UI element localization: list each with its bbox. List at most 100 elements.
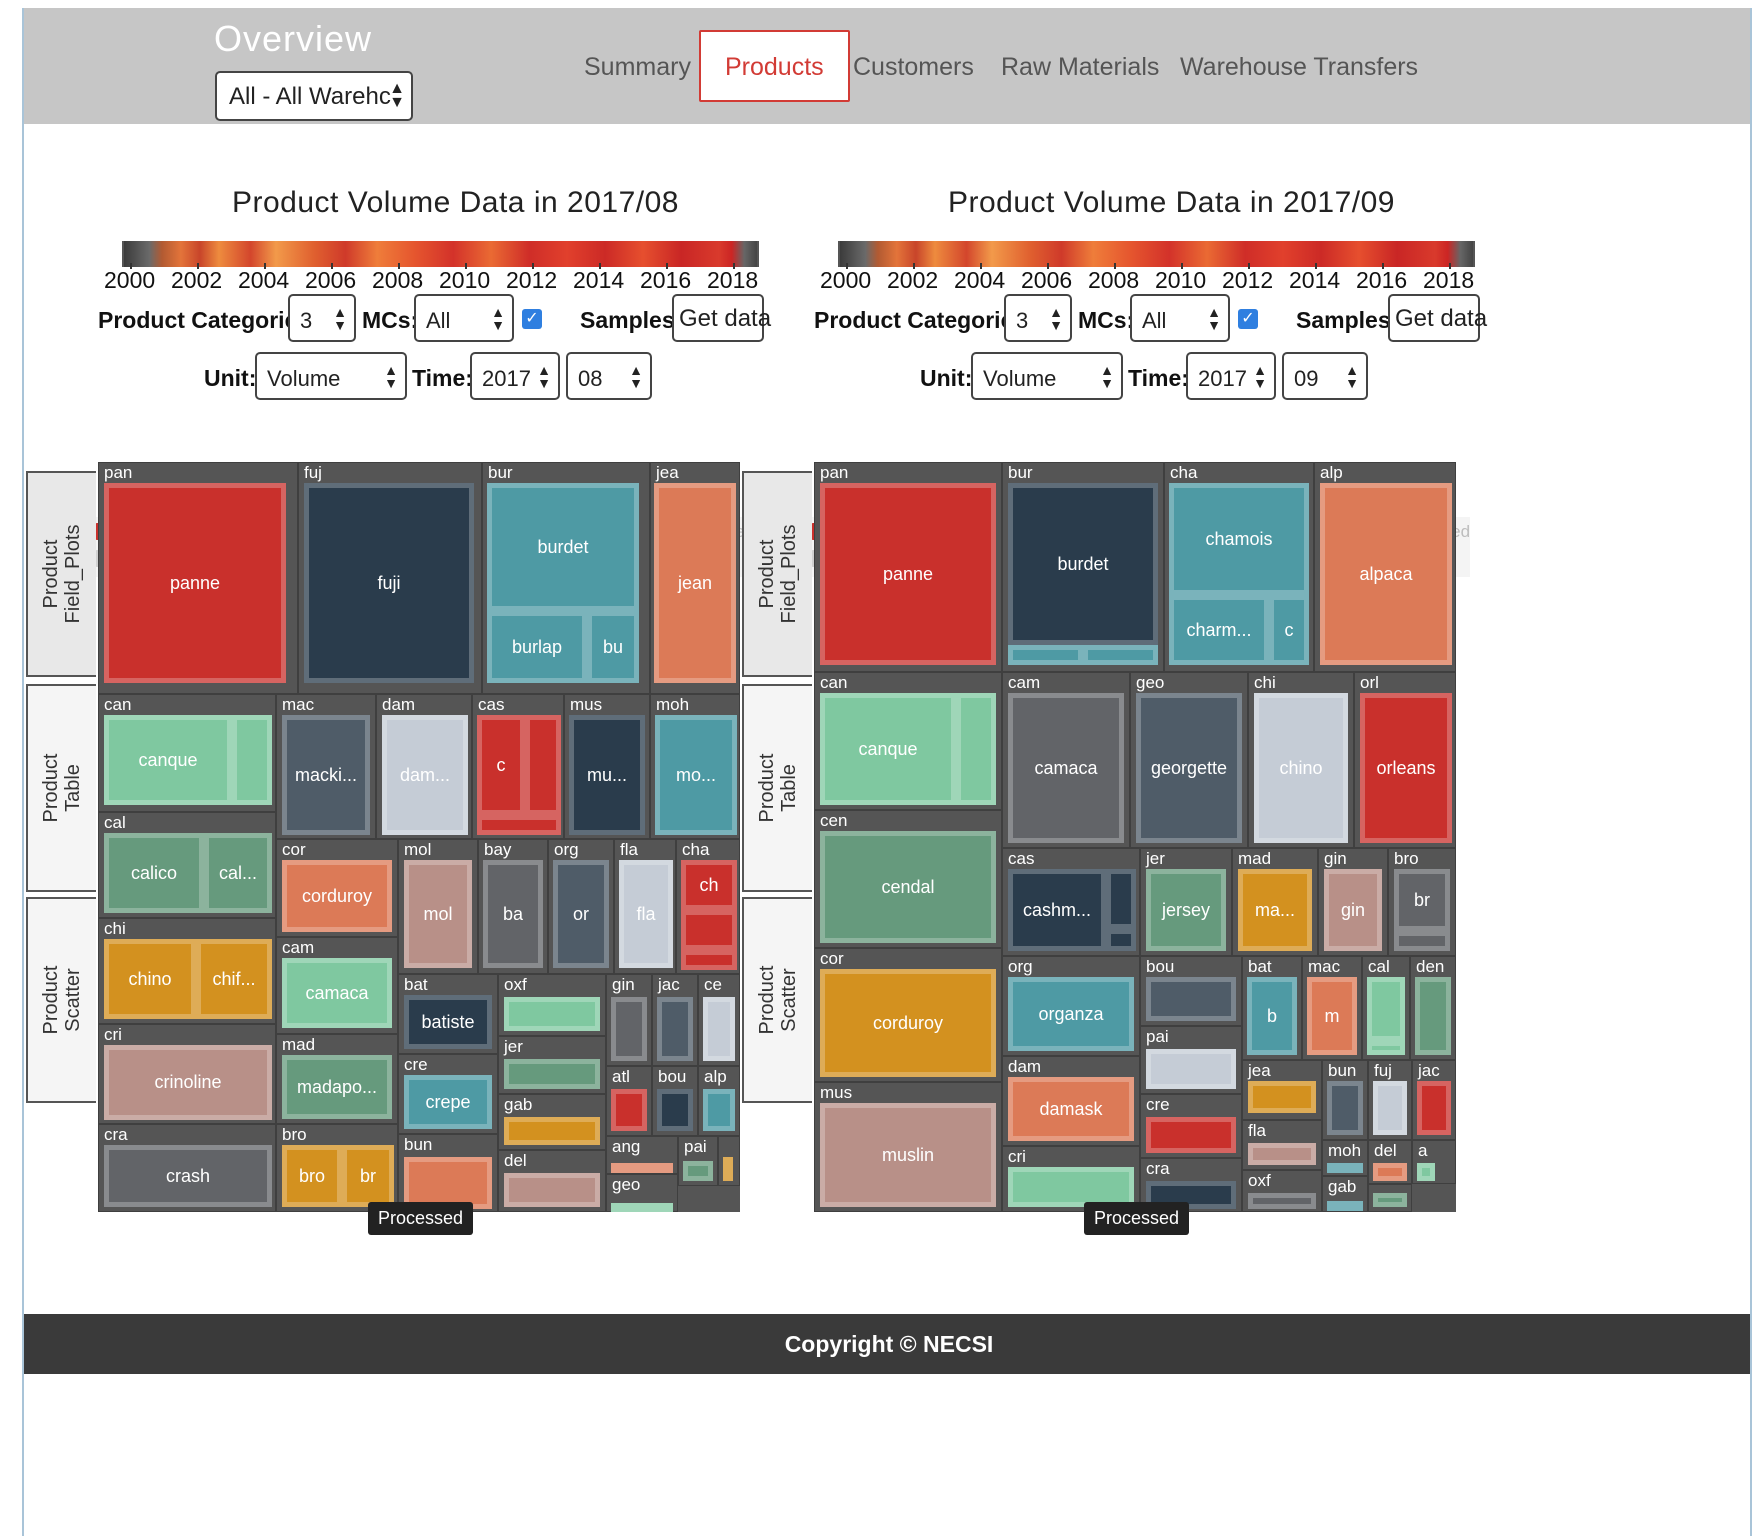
- treemap-group[interactable]: [1368, 1184, 1412, 1212]
- treemap-group[interactable]: pan panne: [98, 462, 298, 694]
- treemap-cell[interactable]: georgette: [1136, 693, 1242, 843]
- treemap-group[interactable]: alp alpaca: [1314, 462, 1456, 672]
- treemap-cell[interactable]: [1008, 645, 1083, 665]
- treemap-cell[interactable]: mol: [404, 860, 472, 968]
- treemap-group[interactable]: ce: [698, 974, 740, 1066]
- treemap-group[interactable]: cra: [1140, 1158, 1242, 1212]
- treemap-cell[interactable]: burdet: [1008, 483, 1158, 645]
- side-tab-2[interactable]: Product Scatter: [742, 897, 812, 1103]
- treemap-cell[interactable]: fla: [619, 860, 673, 968]
- treemap-cell[interactable]: corduroy: [820, 969, 996, 1077]
- treemap-group[interactable]: moh: [1322, 1140, 1368, 1176]
- treemap-cell[interactable]: [956, 693, 996, 805]
- treemap-cell[interactable]: [657, 997, 693, 1061]
- treemap-cell[interactable]: chif...: [196, 939, 272, 1019]
- treemap-group[interactable]: cam camaca: [1002, 672, 1130, 848]
- treemap-cell[interactable]: [504, 997, 600, 1031]
- treemap-cell[interactable]: [1146, 1049, 1236, 1089]
- treemap-group[interactable]: cha chamois charm... c: [1164, 462, 1314, 672]
- treemap-group[interactable]: a: [1412, 1140, 1456, 1184]
- treemap-group[interactable]: pai: [1140, 1026, 1242, 1094]
- treemap-group[interactable]: chi chino: [1248, 672, 1354, 848]
- treemap-cell[interactable]: [611, 997, 647, 1061]
- treemap-group[interactable]: jac: [652, 974, 698, 1066]
- side-tab-2[interactable]: Product Scatter: [26, 897, 96, 1103]
- tab-products[interactable]: Products: [699, 30, 850, 102]
- treemap-group[interactable]: bun: [1322, 1060, 1368, 1140]
- treemap-group[interactable]: atl: [606, 1066, 652, 1136]
- treemap-group[interactable]: del: [498, 1150, 606, 1212]
- treemap-cell[interactable]: [504, 1173, 600, 1207]
- treemap-cell[interactable]: [723, 1157, 733, 1181]
- year-range-slider[interactable]: [838, 241, 1475, 267]
- tab-raw-materials[interactable]: Raw Materials: [1001, 53, 1160, 81]
- unit-select[interactable]: Volume ▲ ▼: [971, 352, 1123, 400]
- treemap-cell[interactable]: charm...: [1169, 595, 1269, 665]
- treemap-group[interactable]: mad madapo...: [276, 1034, 398, 1124]
- treemap-cell[interactable]: macki...: [282, 715, 370, 835]
- treemap-group[interactable]: alp: [698, 1066, 740, 1136]
- treemap-cell[interactable]: [683, 1161, 713, 1181]
- treemap-cell[interactable]: [504, 1117, 600, 1145]
- treemap-group[interactable]: moh mo...: [650, 694, 740, 839]
- treemap-cell[interactable]: crepe: [404, 1075, 492, 1129]
- treemap-cell[interactable]: [1248, 1143, 1316, 1165]
- treemap-cell[interactable]: [1248, 1081, 1316, 1113]
- treemap-cell[interactable]: [1327, 1163, 1363, 1173]
- treemap-group[interactable]: fuj: [1368, 1060, 1412, 1140]
- treemap-group[interactable]: oxf: [498, 974, 606, 1036]
- treemap-cell[interactable]: cal...: [204, 833, 272, 913]
- treemap-cell[interactable]: chamois: [1169, 483, 1309, 595]
- treemap-group[interactable]: bun: [398, 1134, 498, 1212]
- treemap-cell[interactable]: fuji: [304, 483, 474, 683]
- treemap-group[interactable]: cam camaca: [276, 937, 398, 1034]
- treemap-group[interactable]: bay ba: [478, 839, 548, 974]
- treemap-group[interactable]: fuj fuji: [298, 462, 482, 694]
- treemap-cell[interactable]: [1083, 645, 1158, 665]
- treemap-cell[interactable]: [477, 815, 561, 835]
- treemap-cell[interactable]: [703, 997, 735, 1061]
- year-select[interactable]: 2017 ▲ ▼: [470, 352, 560, 400]
- treemap-cell[interactable]: bro: [282, 1145, 342, 1207]
- treemap-cell[interactable]: [611, 1203, 673, 1212]
- treemap-group[interactable]: gin gin: [1318, 848, 1388, 956]
- mcs-select[interactable]: All ▲ ▼: [414, 294, 514, 342]
- mcs-checkbox[interactable]: ✓: [1238, 309, 1258, 329]
- treemap-group[interactable]: jea: [1242, 1060, 1322, 1120]
- treemap-cell[interactable]: [703, 1089, 735, 1131]
- treemap-group[interactable]: fla fla: [614, 839, 676, 974]
- treemap-cell[interactable]: bu: [587, 611, 639, 683]
- treemap-cell[interactable]: ch: [681, 860, 737, 910]
- side-tab-0[interactable]: Product Field_Plots: [26, 471, 96, 677]
- treemap-group[interactable]: bur burdet burlap bu: [482, 462, 650, 694]
- treemap-cell[interactable]: ba: [483, 860, 543, 968]
- treemap-group[interactable]: chi chino chif...: [98, 918, 276, 1024]
- treemap-group[interactable]: jer jersey: [1140, 848, 1232, 956]
- treemap-group[interactable]: org or: [548, 839, 614, 974]
- treemap-cell[interactable]: [1327, 1201, 1363, 1211]
- treemap-group[interactable]: jac: [1412, 1060, 1456, 1140]
- treemap-cell[interactable]: [1146, 977, 1236, 1021]
- treemap-group[interactable]: cal calico cal...: [98, 812, 276, 918]
- treemap-group[interactable]: cen cendal: [814, 810, 1002, 948]
- treemap-cell[interactable]: muslin: [820, 1103, 996, 1207]
- treemap-cell[interactable]: mu...: [569, 715, 645, 835]
- treemap-cell[interactable]: chino: [1254, 693, 1348, 843]
- treemap-group[interactable]: mus mu...: [564, 694, 650, 839]
- treemap-cell[interactable]: orleans: [1360, 693, 1452, 843]
- get-data-button[interactable]: Get data: [1388, 294, 1487, 342]
- product-categories-select[interactable]: 3 ▲ ▼: [1004, 294, 1072, 342]
- treemap-cell[interactable]: [504, 1059, 600, 1089]
- treemap-cell[interactable]: calico: [104, 833, 204, 913]
- side-tab-1[interactable]: Product Table: [26, 684, 96, 892]
- treemap-cell[interactable]: burdet: [487, 483, 639, 611]
- tab-summary[interactable]: Summary: [584, 53, 691, 81]
- treemap-cell[interactable]: organza: [1008, 977, 1134, 1051]
- treemap-group[interactable]: bat b: [1242, 956, 1302, 1060]
- side-tab-1[interactable]: Product Table: [742, 684, 812, 892]
- side-tab-0[interactable]: Product Field_Plots: [742, 471, 812, 677]
- treemap-group[interactable]: geo: [606, 1174, 678, 1212]
- treemap-group[interactable]: cas cashm...: [1002, 848, 1140, 956]
- treemap-cell[interactable]: or: [553, 860, 609, 968]
- treemap-group[interactable]: cal: [1362, 956, 1410, 1060]
